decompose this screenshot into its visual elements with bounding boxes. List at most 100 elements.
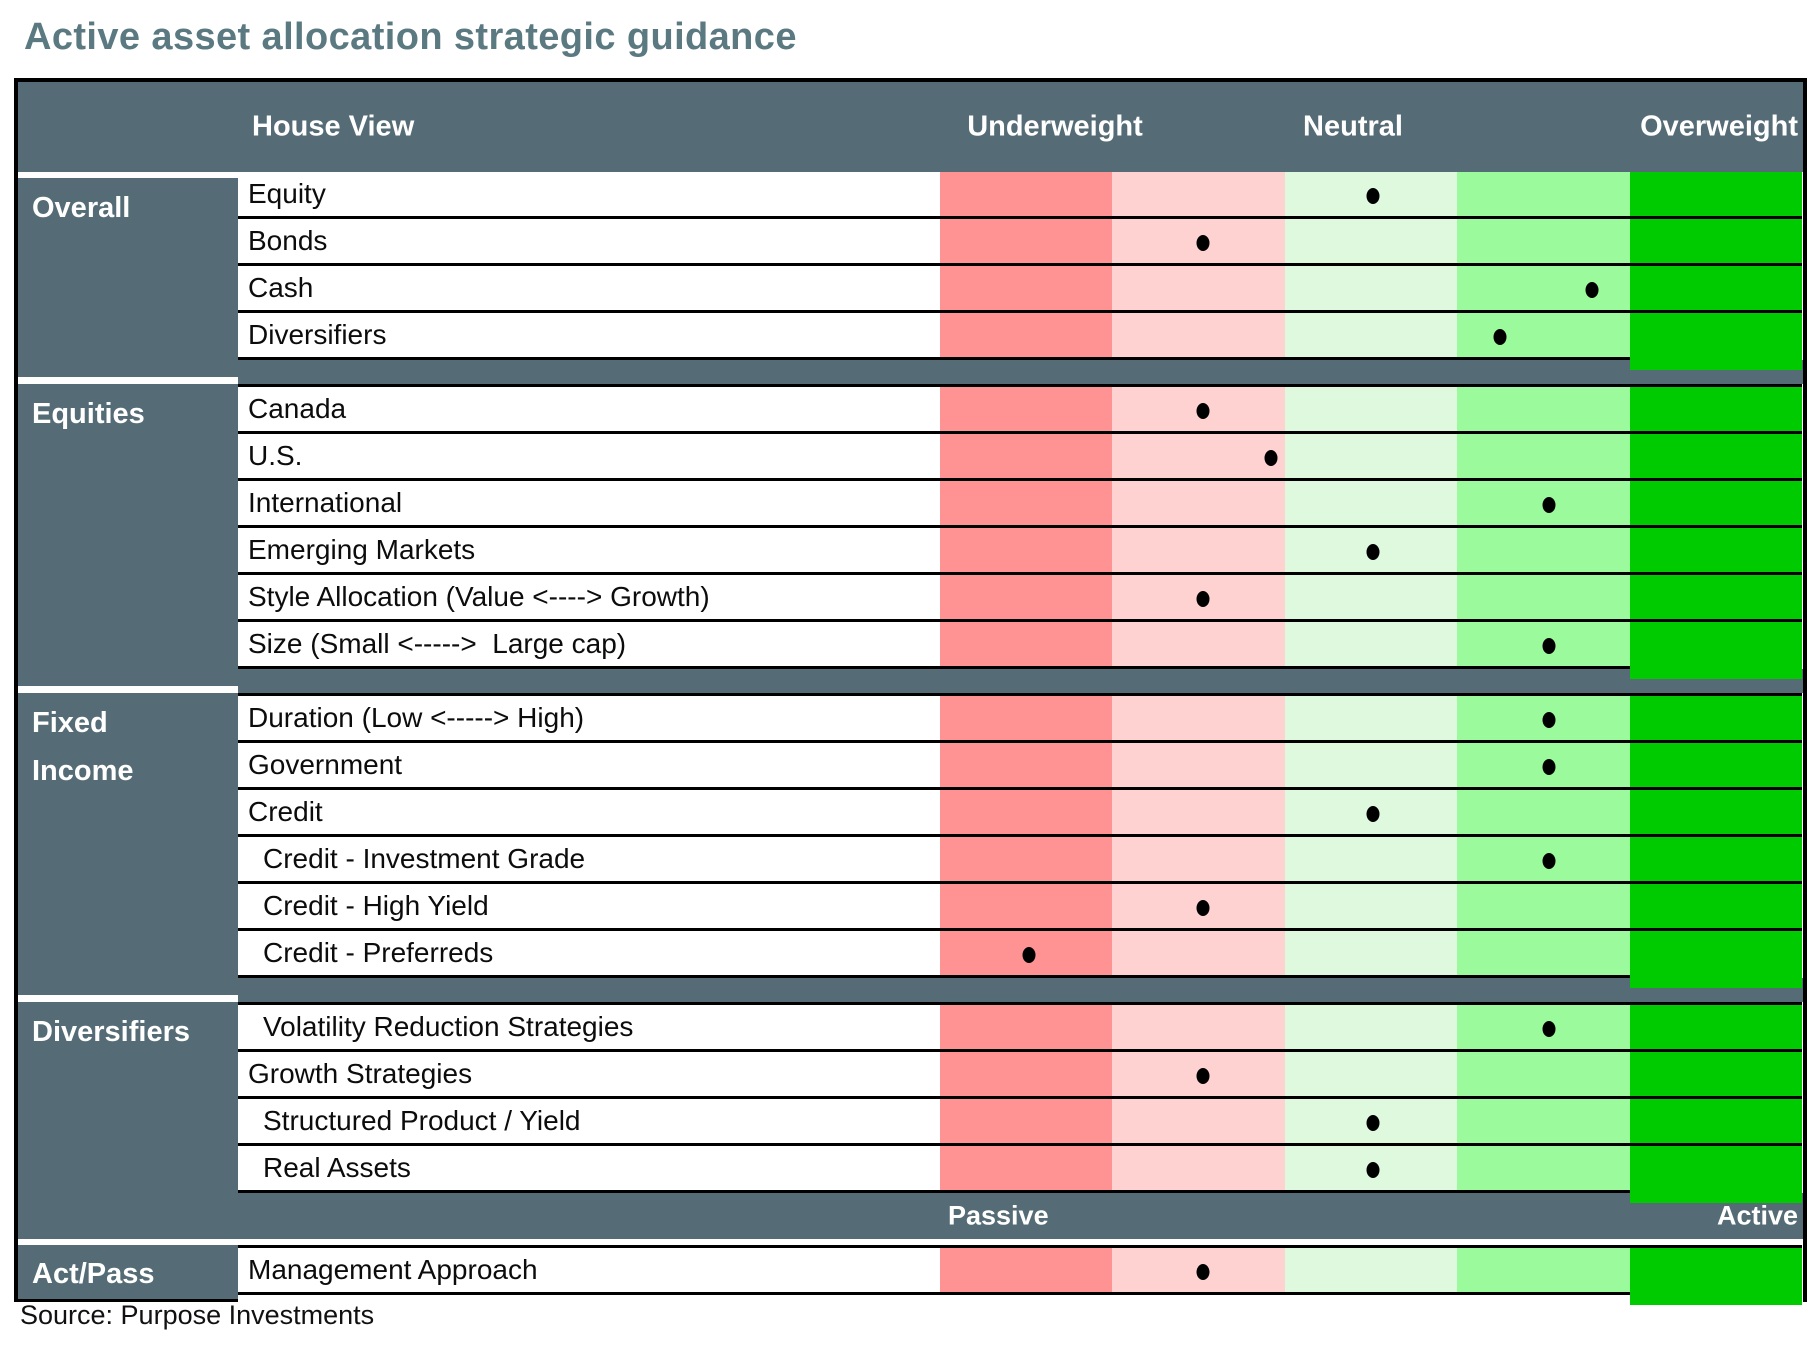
band-strong-underweight [940,1005,1113,1052]
band-overweight [1457,528,1630,575]
dot-style-allocation-value-growth [1196,590,1210,607]
band-underweight [1112,266,1285,313]
scale-bands [940,837,1802,884]
source-note: Source: Purpose Investments [20,1300,375,1330]
overweight-label: Overweight [1640,110,1798,143]
table-row-growth-strategies: Growth Strategies [238,1052,1802,1099]
band-overweight [1457,931,1630,978]
band-neutral [1284,575,1458,622]
row-label-management-approach: Management Approach [238,1248,940,1295]
table-row-equity: Equity [238,172,1802,219]
section-overall: Overall Equity Bonds Cash Diversifiers [18,172,1803,370]
white-gap [18,1239,1803,1245]
table-header-row: House View Underweight Neutral Overweigh… [18,82,1803,172]
band-underweight [1112,1099,1285,1146]
band-strong-overweight [1629,575,1802,622]
band-strong-underweight [940,790,1113,837]
band-strong-underweight [940,387,1113,434]
row-label-government: Government [238,743,940,790]
row-label-diversifiers: Diversifiers [238,313,940,360]
band-strong-overweight [1629,622,1802,679]
section-separator [18,669,1803,693]
dot-emerging-markets [1366,543,1380,560]
row-label-u-s: U.S. [238,434,940,481]
sections-container: Overall Equity Bonds Cash Diversifiers Equiti… [18,172,1803,1203]
row-label-bonds: Bonds [238,219,940,266]
dot-size-small-large-cap [1542,637,1556,654]
band-neutral [1284,219,1458,266]
dot-equity [1366,187,1380,204]
section-equities: Equities Canada U.S. International Emerging … [18,384,1803,679]
band-strong-overweight [1629,481,1802,528]
band-underweight [1112,1146,1285,1193]
rows-equities: Canada U.S. International Emerging Markets S… [238,384,1802,679]
band-strong-underweight [940,696,1113,743]
dot-diversifiers [1493,328,1507,345]
band-neutral [1284,622,1458,669]
row-label-cash: Cash [238,266,940,313]
band-overweight [1457,313,1630,360]
band-underweight [1112,528,1285,575]
scale-bands [940,884,1802,931]
dot-volatility-reduction-strategies [1542,1020,1556,1037]
table-row-diversifiers: Diversifiers [238,313,1802,370]
table-row-real-assets: Real Assets [238,1146,1802,1203]
table-row-emerging-markets: Emerging Markets [238,528,1802,575]
band-neutral [1284,266,1458,313]
band-overweight [1457,575,1630,622]
act-pass-group-label: Act/Pass [18,1245,238,1302]
table-row-volatility-reduction-strategies: Volatility Reduction Strategies [238,1005,1802,1052]
header-scale-cell: Underweight Neutral Overweight [940,82,1802,172]
band-strong-overweight [1629,743,1802,790]
band-strong-overweight [1629,266,1802,313]
house-view-label: House View [252,110,415,143]
dot-duration-low-high [1542,711,1556,728]
group-label-fixed-income: Fixed Income [18,693,238,978]
band-neutral [1284,313,1458,360]
band-underweight [1112,313,1285,360]
band-strong-overweight [1629,172,1802,219]
dot-management-approach [1196,1263,1210,1280]
active-label: Active [1716,1200,1798,1231]
table-row-government: Government [238,743,1802,790]
row-label-duration-low-high: Duration (Low <-----> High) [238,696,940,743]
dot-credit-preferreds [1022,946,1036,963]
scale-bands [940,696,1802,743]
act-pass-section: Act/Pass Management Approach [18,1245,1803,1305]
band-strong-underweight [940,931,1113,978]
band-strong-underweight [940,575,1113,622]
band-strong-overweight [1629,1005,1802,1052]
band-neutral [1284,434,1458,481]
band-neutral [1284,1248,1458,1295]
dot-u-s [1264,449,1278,466]
band-strong-underweight [940,528,1113,575]
table-row-duration-low-high: Duration (Low <-----> High) [238,696,1802,743]
band-strong-overweight [1629,931,1802,988]
scale-bands [940,931,1802,988]
band-strong-underweight [940,743,1113,790]
band-underweight [1112,837,1285,884]
table-row-u-s: U.S. [238,434,1802,481]
band-neutral [1284,931,1458,978]
band-strong-underweight [940,1248,1113,1295]
band-underweight [1112,931,1285,978]
scale-bands [940,622,1802,679]
band-neutral [1284,1052,1458,1099]
page-title: Active asset allocation strategic guidan… [24,16,797,58]
scale-bands [940,387,1802,434]
band-strong-underweight [940,434,1113,481]
band-strong-underweight [940,622,1113,669]
scale-bands [940,575,1802,622]
band-underweight [1112,743,1285,790]
band-overweight [1457,266,1630,313]
band-strong-underweight [940,266,1113,313]
row-label-structured-product-yield: Structured Product / Yield [238,1099,940,1146]
table-row-style-allocation-value-growth: Style Allocation (Value <----> Growth) [238,575,1802,622]
act-pass-rows: Management Approach [238,1245,1802,1305]
band-overweight [1457,884,1630,931]
band-neutral [1284,1005,1458,1052]
row-label-credit-preferreds: Credit - Preferreds [238,931,940,978]
row-label-emerging-markets: Emerging Markets [238,528,940,575]
band-neutral [1284,481,1458,528]
